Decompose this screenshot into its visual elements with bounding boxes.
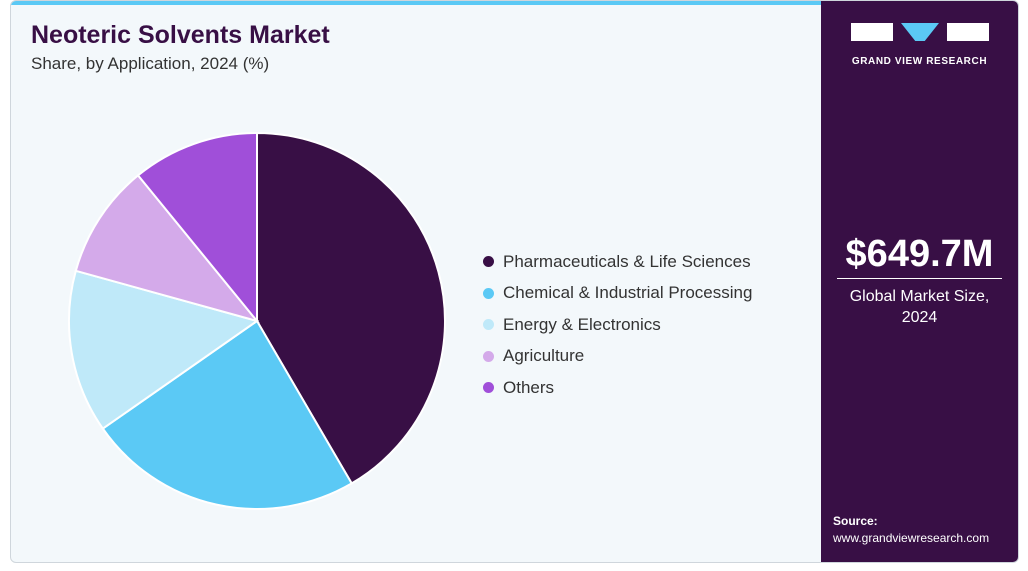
chart-title: Neoteric Solvents Market (31, 21, 330, 49)
pie-slice (74, 173, 260, 323)
sidebar: GRAND VIEW RESEARCH $649.7M Global Marke… (821, 1, 1018, 562)
source-url: www.grandviewresearch.com (833, 531, 990, 545)
legend-label: Pharmaceuticals & Life Sciences (503, 251, 751, 271)
legend: Pharmaceuticals & Life Sciences Chemical … (483, 246, 752, 404)
divider (837, 278, 1002, 279)
market-label: Global Market Size, 2024 (849, 288, 990, 326)
pie-slice (136, 131, 258, 324)
pie-slice (68, 269, 260, 431)
legend-item: Agriculture (483, 341, 752, 373)
logo-block (947, 23, 989, 41)
legend-swatch (483, 287, 494, 299)
legend-swatch (483, 319, 494, 331)
legend-label: Chemical & Industrial Processing (503, 283, 753, 303)
legend-swatch (483, 256, 494, 268)
legend-label: Agriculture (503, 346, 585, 366)
legend-swatch (483, 382, 494, 394)
logo-block (851, 23, 893, 41)
legend-label: Energy & Electronics (503, 314, 661, 334)
legend-label: Others (503, 377, 555, 397)
logo (851, 23, 989, 41)
top-bar (11, 1, 821, 5)
pie-slice (256, 131, 446, 485)
source-label: Source: (833, 514, 878, 528)
legend-item: Energy & Electronics (483, 309, 752, 341)
logo-block (901, 23, 939, 41)
chart-subtitle: Share, by Application, 2024 (%) (31, 54, 270, 73)
market-size: $649.7M (845, 233, 994, 275)
legend-swatch (483, 350, 494, 362)
pie-chart (68, 131, 446, 510)
card: Neoteric Solvents Market Share, by Appli… (10, 0, 1019, 563)
brand: GRAND VIEW RESEARCH (851, 56, 988, 67)
legend-item: Chemical & Industrial Processing (483, 278, 752, 310)
pie-slice (101, 319, 354, 510)
legend-item: Pharmaceuticals & Life Sciences (483, 246, 752, 278)
legend-item: Others (483, 372, 752, 404)
